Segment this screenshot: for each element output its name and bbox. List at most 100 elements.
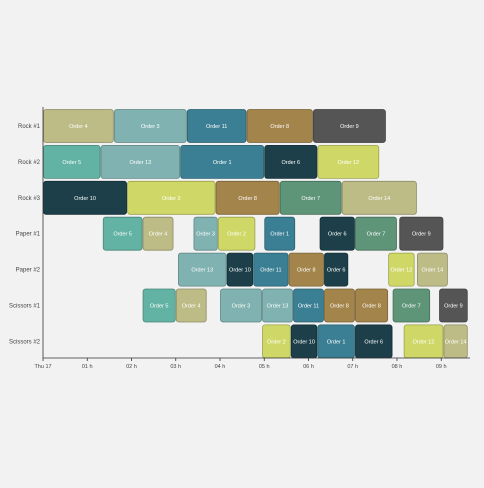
task-bar[interactable]: Order 2: [262, 324, 291, 359]
task-bar-rect[interactable]: [186, 109, 247, 143]
task-bar-rect[interactable]: [264, 144, 318, 179]
task-bar[interactable]: Order 11: [253, 252, 289, 287]
task-bar-label: Order 10: [229, 268, 251, 274]
task-bar[interactable]: Order 4: [43, 109, 114, 143]
task-bar[interactable]: Order 2: [127, 180, 216, 215]
task-bar[interactable]: Order 12: [317, 144, 380, 179]
task-bar-rect[interactable]: [246, 109, 313, 143]
task-bar-rect[interactable]: [142, 288, 176, 323]
task-bar[interactable]: Order 1: [264, 216, 296, 251]
task-bar[interactable]: Order 11: [293, 288, 324, 323]
task-bar[interactable]: Order 12: [403, 324, 444, 359]
task-bar[interactable]: Order 3: [220, 288, 262, 323]
task-bar[interactable]: Order 8: [324, 288, 355, 323]
x-tick-label: 03 h: [170, 364, 181, 370]
task-bar-rect[interactable]: [341, 180, 417, 215]
task-bar-rect[interactable]: [293, 288, 324, 323]
task-bar-rect[interactable]: [288, 252, 324, 287]
task-bar[interactable]: Order 9: [399, 216, 444, 251]
task-bar-label: Order 3: [232, 304, 251, 310]
task-bar[interactable]: Order 3: [193, 216, 218, 251]
task-bar-rect[interactable]: [142, 216, 174, 251]
task-bar-label: Order 2: [162, 196, 181, 202]
task-bar[interactable]: Order 14: [443, 324, 468, 359]
task-bar[interactable]: Order 5: [142, 288, 176, 323]
lane-label: Rock #2: [18, 160, 41, 166]
task-bar-rect[interactable]: [324, 252, 349, 287]
task-bar-rect[interactable]: [313, 109, 386, 143]
task-bar-rect[interactable]: [355, 216, 397, 251]
task-bar-label: Order 8: [238, 196, 257, 202]
task-bar-rect[interactable]: [399, 216, 444, 251]
task-bar[interactable]: Order 9: [313, 109, 386, 143]
task-bar[interactable]: Order 6: [319, 216, 355, 251]
task-bar-rect[interactable]: [317, 144, 380, 179]
task-bar-rect[interactable]: [319, 216, 355, 251]
task-bar[interactable]: Order 7: [392, 288, 431, 323]
task-bar-rect[interactable]: [253, 252, 289, 287]
task-bar-label: Order 9: [444, 304, 463, 310]
task-bar[interactable]: Order 11: [186, 109, 247, 143]
task-bar-rect[interactable]: [178, 252, 227, 287]
task-bar[interactable]: Order 8: [355, 288, 389, 323]
task-bar-label: Order 7: [301, 196, 320, 202]
task-bar-rect[interactable]: [100, 144, 181, 179]
task-bar-label: Order 8: [330, 304, 349, 310]
task-bar[interactable]: Order 5: [43, 144, 101, 179]
task-bar-label: Order 3: [196, 232, 215, 238]
task-bar-rect[interactable]: [43, 180, 127, 215]
task-bar[interactable]: Order 1: [317, 324, 355, 359]
task-bar[interactable]: Order 10: [226, 252, 254, 287]
task-bar[interactable]: Order 14: [341, 180, 417, 215]
task-bar-rect[interactable]: [226, 252, 254, 287]
task-bar-rect[interactable]: [43, 144, 101, 179]
task-bar[interactable]: Order 13: [178, 252, 227, 287]
task-bar[interactable]: Order 13: [262, 288, 293, 323]
task-bar-rect[interactable]: [264, 216, 296, 251]
task-bar-label: Order 2: [267, 339, 286, 345]
task-bar-rect[interactable]: [127, 180, 216, 215]
task-bar[interactable]: Order 10: [43, 180, 127, 215]
task-bar[interactable]: Order 9: [439, 288, 468, 323]
task-bar-rect[interactable]: [43, 109, 114, 143]
task-bar[interactable]: Order 12: [388, 252, 415, 287]
task-bar-rect[interactable]: [180, 144, 265, 179]
task-bar[interactable]: Order 8: [215, 180, 280, 215]
task-bar[interactable]: Order 8: [246, 109, 313, 143]
task-bar-label: Order 6: [328, 232, 347, 238]
task-bar-rect[interactable]: [324, 288, 355, 323]
task-bar[interactable]: Order 2: [217, 216, 256, 251]
task-bar-rect[interactable]: [355, 288, 389, 323]
task-bar-rect[interactable]: [439, 288, 468, 323]
task-bar-rect[interactable]: [417, 252, 448, 287]
task-bar-rect[interactable]: [102, 216, 143, 251]
task-bar[interactable]: Order 4: [175, 288, 207, 323]
task-bar[interactable]: Order 7: [355, 216, 397, 251]
task-bar[interactable]: Order 14: [417, 252, 448, 287]
x-tick-label: Thu 17: [34, 364, 51, 370]
task-bar[interactable]: Order 5: [102, 216, 143, 251]
task-bar[interactable]: Order 6: [355, 324, 393, 359]
task-bar[interactable]: Order 6: [324, 252, 349, 287]
x-tick-label: 01 h: [82, 364, 93, 370]
task-bar[interactable]: Order 10: [290, 324, 318, 359]
task-bar-rect[interactable]: [279, 180, 342, 215]
task-bar[interactable]: Order 3: [113, 109, 187, 143]
task-bar[interactable]: Order 7: [279, 180, 342, 215]
task-bar-rect[interactable]: [193, 216, 218, 251]
task-bar-rect[interactable]: [215, 180, 280, 215]
task-bar-rect[interactable]: [388, 252, 415, 287]
task-bar-rect[interactable]: [113, 109, 187, 143]
task-bar-rect[interactable]: [220, 288, 262, 323]
task-bar[interactable]: Order 6: [264, 144, 318, 179]
task-bar[interactable]: Order 8: [288, 252, 324, 287]
task-bar-rect[interactable]: [217, 216, 256, 251]
task-bar-rect[interactable]: [392, 288, 431, 323]
task-bar-label: Order 1: [213, 160, 232, 166]
task-bar-rect[interactable]: [262, 288, 293, 323]
task-bar[interactable]: Order 1: [180, 144, 265, 179]
task-bar[interactable]: Order 4: [142, 216, 174, 251]
x-tick-label: 07 h: [347, 364, 358, 370]
task-bar-rect[interactable]: [175, 288, 207, 323]
task-bar[interactable]: Order 13: [100, 144, 181, 179]
